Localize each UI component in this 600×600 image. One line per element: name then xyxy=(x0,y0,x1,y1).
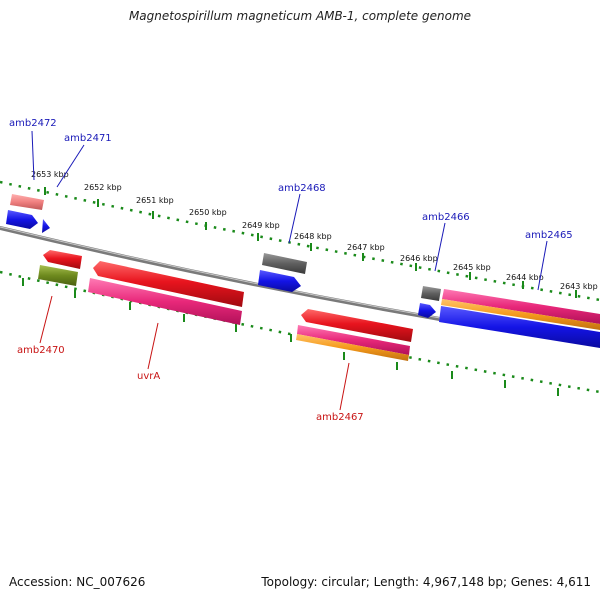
leader-line xyxy=(147,322,159,370)
genome-summary-text: Topology: circular; Length: 4,967,148 bp… xyxy=(261,575,591,589)
upper-major-ticks xyxy=(44,187,577,298)
tick-label: 2649 kbp xyxy=(242,221,280,230)
map-title: Magnetospirillum magneticum AMB-1, compl… xyxy=(128,9,472,23)
tick-label: 2651 kbp xyxy=(136,196,174,205)
tick-label: 2643 kbp xyxy=(560,282,598,291)
gene-label-amb2467[interactable]: amb2467 xyxy=(316,412,364,423)
lower-major-ticks xyxy=(22,278,559,396)
gene-amb2468-gray-arrow[interactable] xyxy=(262,253,307,274)
lower-scale-ruler xyxy=(0,270,600,394)
gene-amb2471-arrow[interactable] xyxy=(42,219,50,233)
gene-label-amb2468[interactable]: amb2468 xyxy=(278,183,326,194)
bottom-label-leaders xyxy=(39,295,350,411)
top-label-leaders xyxy=(31,130,548,291)
leader-line xyxy=(56,144,85,188)
leader-line xyxy=(39,295,53,344)
leader-line xyxy=(434,222,446,272)
gene-label-amb2472[interactable]: amb2472 xyxy=(9,118,57,129)
gene-amb2467-orange-arrow[interactable] xyxy=(296,334,409,361)
leader-line xyxy=(31,130,35,181)
gene-amb2465-pink-arrow[interactable] xyxy=(442,289,600,324)
gene-uvrA-red-arrow[interactable] xyxy=(93,261,244,307)
gene-amb2470-red-arrow[interactable] xyxy=(43,250,82,269)
gene-label-uvrA[interactable]: uvrA xyxy=(137,371,160,382)
gene-amb2468-arrow[interactable] xyxy=(258,270,301,292)
leader-line xyxy=(537,240,548,291)
gene-amb2465-orange-arrow[interactable] xyxy=(441,299,600,330)
upper-scale-ruler xyxy=(0,180,600,302)
gene-amb2466-arrow[interactable] xyxy=(418,303,436,318)
tick-label: 2647 kbp xyxy=(347,243,385,252)
gene-amb2472-blue-arrow[interactable] xyxy=(6,210,38,229)
gene-amb2465-arrow[interactable] xyxy=(439,306,600,348)
tick-label: 2645 kbp xyxy=(453,263,491,272)
tick-label: 2646 kbp xyxy=(400,254,438,263)
gene-label-amb2471[interactable]: amb2471 xyxy=(64,133,112,144)
tick-label: 2650 kbp xyxy=(189,208,227,217)
gene-amb2467-red-arrow[interactable] xyxy=(301,309,413,342)
gene-label-amb2466[interactable]: amb2466 xyxy=(422,212,470,223)
gene-amb2466-gray-arrow[interactable] xyxy=(421,286,441,301)
gene-label-amb2470[interactable]: amb2470 xyxy=(17,345,65,356)
gene-amb2470-olive-arrow[interactable] xyxy=(38,265,78,286)
gene-uvrA-pink-arrow[interactable] xyxy=(88,278,242,325)
gene-amb2472-arrow[interactable] xyxy=(10,194,44,210)
tick-label: 2648 kbp xyxy=(294,232,332,241)
tick-label: 2653 kbp xyxy=(31,170,69,179)
leader-line xyxy=(288,193,301,244)
tick-label: 2652 kbp xyxy=(84,183,122,192)
leader-line xyxy=(339,362,350,411)
gene-amb2467-pink-arrow[interactable] xyxy=(297,325,410,355)
tick-label: 2644 kbp xyxy=(506,273,544,282)
accession-text: Accession: NC_007626 xyxy=(9,575,146,589)
gene-label-amb2465[interactable]: amb2465 xyxy=(525,230,573,241)
